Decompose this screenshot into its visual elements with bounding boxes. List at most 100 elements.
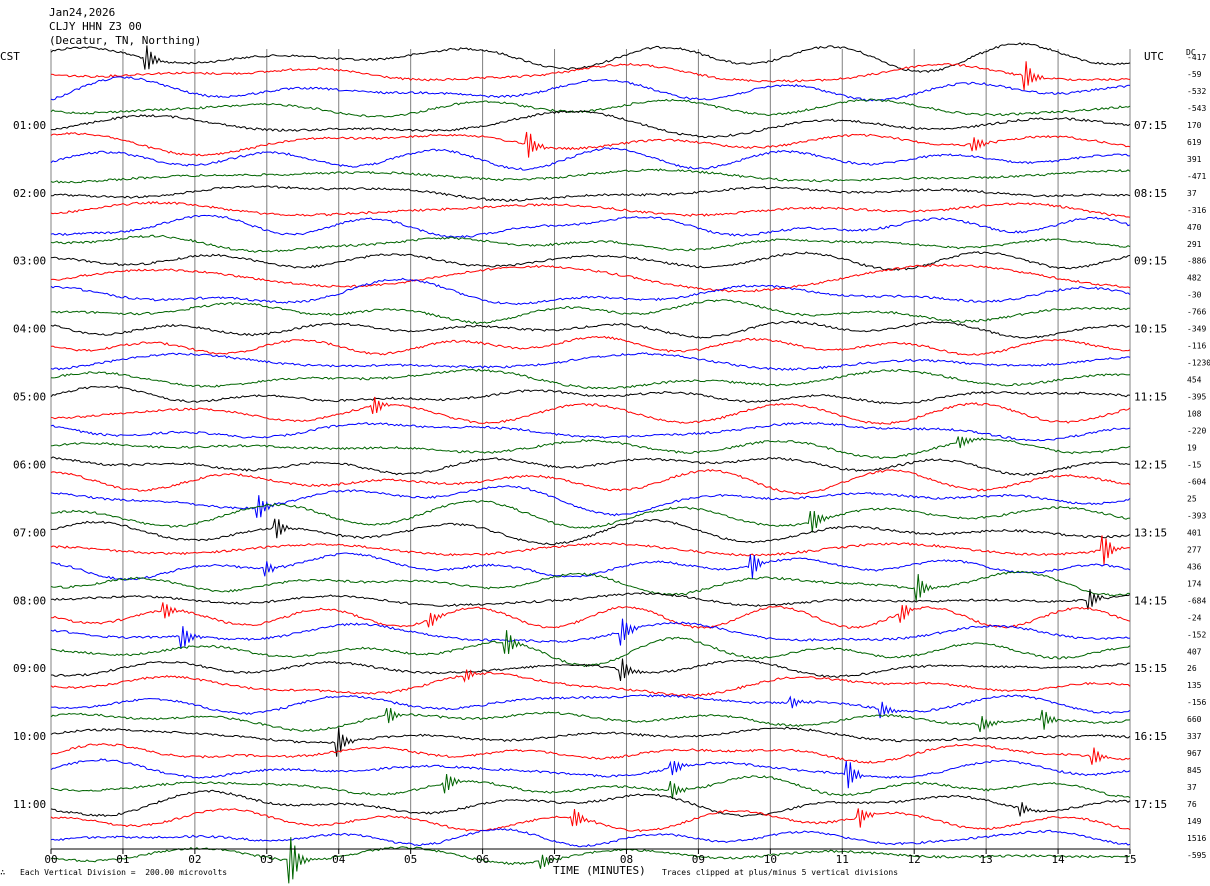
dc-offset-5: 619 bbox=[1187, 138, 1202, 147]
dc-offset-35: 407 bbox=[1187, 647, 1202, 656]
dc-offset-28: 401 bbox=[1187, 528, 1202, 537]
trace-line-10 bbox=[50, 214, 1131, 239]
dc-offset-32: -684 bbox=[1187, 596, 1206, 605]
dc-offset-30: 436 bbox=[1187, 562, 1202, 571]
cst-time-label: 01:00 bbox=[13, 119, 46, 132]
dc-offset-18: -1230 bbox=[1187, 359, 1210, 368]
trace-line-11 bbox=[50, 234, 1131, 253]
cst-time-label: 02:00 bbox=[13, 187, 46, 200]
utc-time-label: 14:15 bbox=[1134, 594, 1167, 607]
trace-line-9 bbox=[50, 201, 1131, 218]
cst-time-label: 11:00 bbox=[13, 798, 46, 811]
utc-time-label: 16:15 bbox=[1134, 730, 1167, 743]
dc-offset-33: -24 bbox=[1187, 613, 1202, 622]
dc-offset-42: 845 bbox=[1187, 766, 1202, 775]
minute-gridlines bbox=[50, 49, 1131, 849]
trace-line-7 bbox=[50, 168, 1131, 184]
trace-line-23 bbox=[50, 436, 1131, 460]
trace-line-41 bbox=[50, 743, 1131, 765]
trace-line-15 bbox=[50, 299, 1131, 325]
station-code: CLJY HHN Z3 00 bbox=[49, 20, 142, 33]
x-tick-label-05: 05 bbox=[404, 853, 417, 866]
dc-offset-27: -393 bbox=[1187, 511, 1206, 520]
trace-line-4 bbox=[51, 110, 1131, 139]
trace-line-44 bbox=[50, 789, 1131, 818]
dc-offset-6: 391 bbox=[1187, 155, 1202, 164]
trace-line-18 bbox=[50, 352, 1131, 371]
plot-date: Jan24,2026 bbox=[49, 6, 116, 19]
trace-line-3 bbox=[50, 98, 1131, 118]
dc-offset-17: -116 bbox=[1187, 342, 1206, 351]
utc-time-label: 07:15 bbox=[1134, 119, 1167, 132]
trace-line-45 bbox=[50, 808, 1131, 833]
dc-offset-39: 660 bbox=[1187, 715, 1202, 724]
cst-time-label: 10:00 bbox=[13, 730, 46, 743]
trace-line-47 bbox=[50, 837, 1131, 884]
trace-line-17 bbox=[50, 335, 1131, 356]
trace-line-16 bbox=[50, 320, 1131, 339]
trace-line-12 bbox=[50, 251, 1131, 271]
cst-time-label: 07:00 bbox=[13, 526, 46, 539]
trace-line-34 bbox=[50, 618, 1131, 649]
utc-time-label: 10:15 bbox=[1134, 323, 1167, 336]
x-tick-label-10: 10 bbox=[764, 853, 777, 866]
dc-offset-29: 277 bbox=[1187, 545, 1202, 554]
trace-line-0 bbox=[50, 42, 1131, 73]
trace-line-46 bbox=[50, 828, 1131, 848]
dc-offset-31: 174 bbox=[1187, 579, 1202, 588]
x-axis: 00 01 02 03 04 05 06 07 08 09 10 11 12 13 14 15 bbox=[44, 848, 1137, 866]
cst-time-label: 09:00 bbox=[13, 662, 46, 675]
utc-time-label: 11:15 bbox=[1134, 391, 1167, 404]
dc-offset-36: 26 bbox=[1187, 664, 1197, 673]
dc-offset-22: -220 bbox=[1187, 427, 1206, 436]
x-tick-label-09: 09 bbox=[692, 853, 705, 866]
seismic-traces bbox=[50, 42, 1131, 884]
dc-offset-4: 170 bbox=[1187, 121, 1202, 130]
time-labels: -417 -59 -532 -543 170 619 391 -471 37 -316 470 291… bbox=[13, 53, 1210, 860]
dc-offset-25: -604 bbox=[1187, 477, 1206, 486]
trace-line-28 bbox=[50, 518, 1131, 546]
dc-offset-15: -766 bbox=[1187, 308, 1206, 317]
cst-time-label: 08:00 bbox=[13, 594, 46, 607]
dc-offset-41: 967 bbox=[1187, 749, 1202, 758]
x-tick-label-02: 02 bbox=[188, 853, 201, 866]
trace-line-36 bbox=[51, 658, 1131, 681]
cst-time-label: 05:00 bbox=[13, 391, 46, 404]
x-tick-label-11: 11 bbox=[836, 853, 849, 866]
right-timezone-label: UTC bbox=[1144, 50, 1164, 63]
dc-offset-45: 149 bbox=[1187, 817, 1202, 826]
trace-line-25 bbox=[50, 469, 1131, 495]
dc-offset-44: 76 bbox=[1187, 800, 1197, 809]
trace-line-33 bbox=[51, 602, 1131, 629]
x-tick-label-03: 03 bbox=[260, 853, 273, 866]
dc-offset-37: 135 bbox=[1187, 681, 1202, 690]
trace-line-27 bbox=[50, 500, 1131, 533]
dc-offset-13: 482 bbox=[1187, 274, 1202, 283]
trace-line-8 bbox=[50, 185, 1131, 202]
utc-time-label: 08:15 bbox=[1134, 187, 1167, 200]
trace-line-1 bbox=[50, 61, 1131, 91]
x-tick-label-06: 06 bbox=[476, 853, 489, 866]
x-tick-label-04: 04 bbox=[332, 853, 346, 866]
dc-offset-19: 454 bbox=[1187, 376, 1202, 385]
dc-offset-40: 337 bbox=[1187, 732, 1202, 741]
dc-offset-12: -886 bbox=[1187, 257, 1206, 266]
x-tick-label-08: 08 bbox=[620, 853, 633, 866]
trace-line-26 bbox=[50, 485, 1131, 518]
dc-offset-23: 19 bbox=[1187, 444, 1197, 453]
dc-offset-10: 470 bbox=[1187, 223, 1202, 232]
trace-line-37 bbox=[50, 669, 1131, 697]
dc-offset-38: -156 bbox=[1187, 698, 1206, 707]
utc-time-label: 15:15 bbox=[1134, 662, 1167, 675]
dc-offset-9: -316 bbox=[1187, 206, 1206, 215]
dc-offset-14: -30 bbox=[1187, 291, 1202, 300]
x-tick-label-13: 13 bbox=[980, 853, 993, 866]
trace-line-24 bbox=[50, 456, 1130, 476]
trace-line-35 bbox=[50, 630, 1131, 668]
trace-line-13 bbox=[50, 263, 1131, 293]
dc-offset-3: -543 bbox=[1187, 104, 1206, 113]
dc-offset-11: 291 bbox=[1187, 240, 1202, 249]
trace-line-38 bbox=[50, 694, 1131, 719]
cst-time-label: 06:00 bbox=[13, 458, 46, 471]
trace-line-22 bbox=[50, 421, 1131, 442]
